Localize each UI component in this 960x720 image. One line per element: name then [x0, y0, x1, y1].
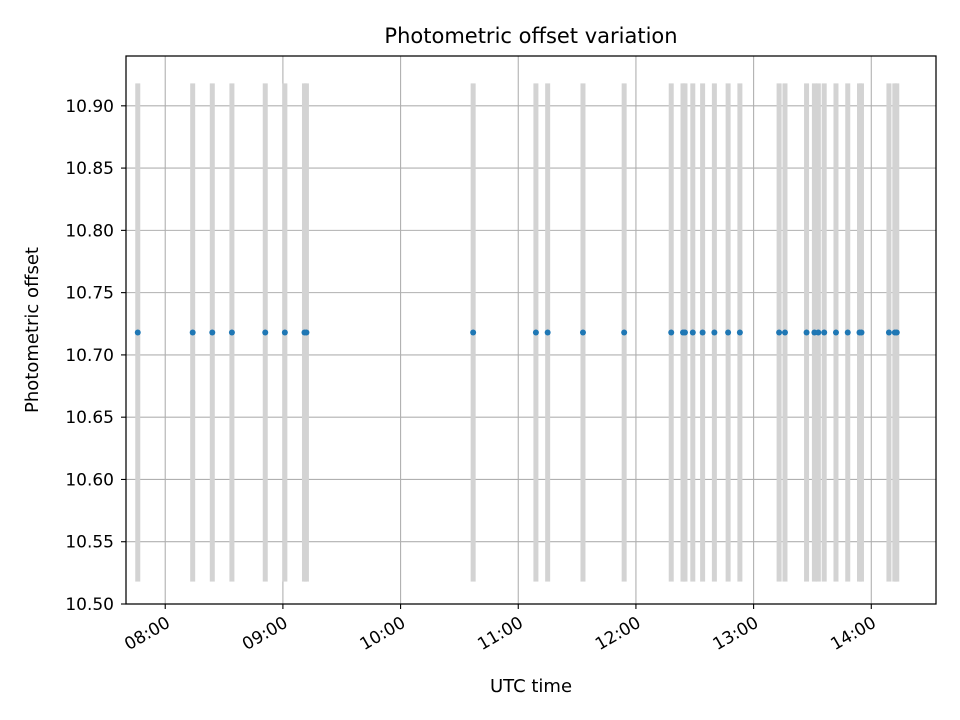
data-point [803, 329, 810, 336]
data-point [821, 329, 828, 336]
y-axis-label: Photometric offset [22, 247, 43, 413]
data-point [621, 329, 628, 336]
data-point [844, 329, 851, 336]
data-point [885, 329, 892, 336]
data-point [303, 329, 310, 336]
y-tick-label: 10.55 [65, 533, 114, 553]
data-point [209, 329, 216, 336]
data-point [736, 329, 743, 336]
y-tick-label: 10.50 [65, 595, 114, 615]
y-tick-label: 10.90 [65, 97, 114, 117]
data-point [711, 329, 718, 336]
data-point [893, 329, 900, 336]
data-point [858, 329, 865, 336]
data-point [228, 329, 235, 336]
data-point [781, 329, 788, 336]
y-tick-label: 10.75 [65, 284, 114, 304]
y-tick-label: 10.70 [65, 346, 114, 366]
y-tick-label: 10.65 [65, 408, 114, 428]
chart-title: Photometric offset variation [384, 24, 677, 48]
data-point [189, 329, 196, 336]
data-point [832, 329, 839, 336]
data-point [544, 329, 551, 336]
data-point [668, 329, 675, 336]
data-point [689, 329, 696, 336]
data-point [815, 329, 822, 336]
x-axis-label: UTC time [490, 676, 572, 697]
plot-frame [125, 55, 937, 605]
data-point [470, 329, 477, 336]
y-tick-label: 10.80 [65, 221, 114, 241]
data-points [134, 329, 900, 336]
y-tick-label: 10.85 [65, 159, 114, 179]
data-point [134, 329, 141, 336]
y-axis-ticks: 10.50 10.55 10.60 10.65 10.70 10.75 10.80 10.85… [65, 97, 126, 615]
data-point [681, 329, 688, 336]
data-point [262, 329, 269, 336]
data-point [532, 329, 539, 336]
data-point [281, 329, 288, 336]
data-point [699, 329, 706, 336]
data-point [579, 329, 586, 336]
data-point [725, 329, 732, 336]
y-tick-label: 10.60 [65, 470, 114, 490]
data-point [776, 329, 783, 336]
